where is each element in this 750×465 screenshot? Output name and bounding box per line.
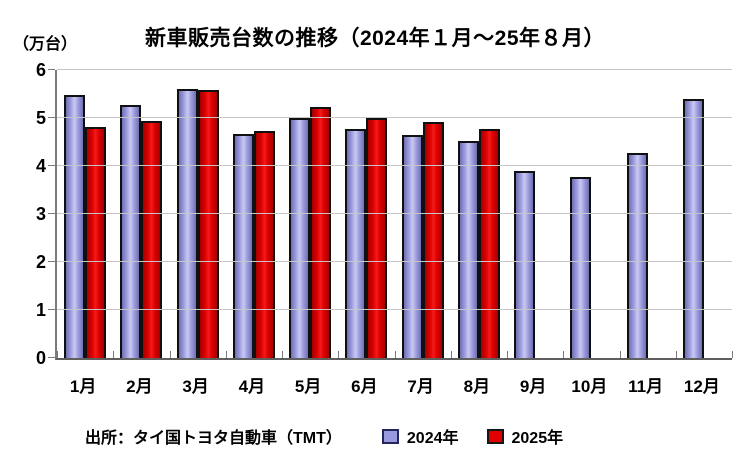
x-axis-tick <box>169 351 171 358</box>
chart-title: 新車販売台数の推移（2024年１月～25年８月） <box>144 27 606 50</box>
x-axis-label-1月: 1月 <box>69 377 97 396</box>
x-axis-tick <box>282 351 283 358</box>
x-axis-label-12月: 12月 <box>683 377 720 396</box>
bar-2025年-2月 <box>141 121 163 358</box>
bar-group-5月 <box>282 70 338 358</box>
x-axis-label-8月: 8月 <box>463 377 491 396</box>
bar-group-11月 <box>620 70 676 358</box>
x-axis-tick <box>619 351 621 358</box>
y-axis-tick <box>48 69 55 70</box>
y-axis: 0 1 2 3 4 5 6 <box>14 61 46 367</box>
bar-2024年-11月 <box>626 153 648 358</box>
y-axis-tick-label: 1 <box>35 300 46 320</box>
y-axis-tick-label: 2 <box>35 252 46 272</box>
bar-2024年-5月 <box>289 118 311 358</box>
bar-group-3月 <box>170 70 226 358</box>
y-axis-tick <box>48 213 55 214</box>
bar-2025年-6月 <box>366 117 388 358</box>
legend-swatch-2025-icon <box>486 428 504 444</box>
bar-2024年-3月 <box>176 88 198 358</box>
x-axis: 1月 2月 3月 4月 5月 6月 7月 8月 9月 10月 11月 12月 <box>55 372 730 397</box>
bar-2025年-4月 <box>253 131 275 358</box>
y-axis-tick <box>48 261 55 262</box>
gridline-4 <box>57 165 732 166</box>
x-axis-tick <box>113 351 115 358</box>
x-axis-label-7月: 7月 <box>407 377 434 396</box>
x-axis-tick <box>394 351 396 358</box>
bar-2025年-5月 <box>310 107 332 358</box>
bar-2024年-8月 <box>457 141 479 358</box>
gridline-1 <box>57 309 732 310</box>
x-axis-label-3月: 3月 <box>182 377 209 396</box>
gridline-5 <box>57 117 732 118</box>
bar-2024年-12月 <box>682 98 704 358</box>
bar-2024年-4月 <box>232 133 254 358</box>
legend-item-2024: 2024年 <box>381 424 459 448</box>
y-axis-tick <box>48 117 55 118</box>
bar-group-7月 <box>395 70 451 358</box>
bar-group-12月 <box>676 70 732 358</box>
x-axis-tick <box>57 351 58 358</box>
bar-group-6月 <box>338 70 394 358</box>
bar-2025年-8月 <box>478 129 500 358</box>
x-axis-tick <box>675 351 677 358</box>
y-axis-tick-label: 4 <box>35 156 46 176</box>
plot-area <box>48 69 733 360</box>
bar-2024年-7月 <box>401 135 423 358</box>
y-axis-tick-label: 0 <box>35 348 46 368</box>
x-axis-label-5月: 5月 <box>294 377 322 396</box>
x-axis-label-9月: 9月 <box>519 377 547 396</box>
bar-group-4月 <box>226 70 282 358</box>
x-axis-tick <box>732 351 733 358</box>
x-axis-label-10月: 10月 <box>571 377 608 396</box>
bar-2024年-10月 <box>570 177 592 358</box>
bar-group-9月 <box>507 70 563 358</box>
bar-group-10月 <box>563 70 619 358</box>
y-axis-tick <box>48 309 55 310</box>
legend-swatch-2024-icon <box>381 428 399 444</box>
x-axis-tick <box>563 351 565 358</box>
x-axis-label-6月: 6月 <box>351 377 378 396</box>
x-axis-label-2月: 2月 <box>126 377 153 396</box>
x-axis-tick <box>225 351 227 358</box>
y-axis-tick-label: 5 <box>35 108 46 128</box>
bar-2025年-3月 <box>197 90 219 358</box>
y-axis-tick-label: 3 <box>35 204 46 224</box>
x-axis-tick <box>450 351 452 358</box>
bar-group-8月 <box>451 70 507 358</box>
gridline-3 <box>57 213 732 214</box>
bar-group-1月 <box>57 70 113 358</box>
bar-2024年-6月 <box>345 129 367 358</box>
source-label: 出所：タイ国トヨタ自動車（TMT） <box>85 430 342 447</box>
y-axis-tick <box>48 357 55 358</box>
chart-footer: 出所：タイ国トヨタ自動車（TMT） 2024年 2025年 <box>85 424 563 448</box>
x-axis-tick <box>507 351 508 358</box>
bar-2025年-7月 <box>422 122 444 358</box>
x-axis-tick <box>338 351 340 358</box>
bar-2024年-2月 <box>120 104 142 358</box>
y-axis-tick <box>48 165 55 166</box>
legend-item-2025: 2025年 <box>486 424 564 448</box>
legend: 2024年 2025年 <box>381 424 564 448</box>
y-axis-unit-label: （万台） <box>13 36 78 53</box>
bar-2024年-9月 <box>514 170 536 358</box>
x-axis-label-4月: 4月 <box>238 377 266 396</box>
bar-2024年-1月 <box>64 94 86 358</box>
gridline-6 <box>57 69 732 70</box>
legend-label-2024: 2024年 <box>406 430 459 447</box>
y-axis-tick-label: 6 <box>35 60 46 80</box>
bar-groups <box>57 70 732 358</box>
gridline-2 <box>57 261 732 262</box>
legend-label-2025: 2025年 <box>511 430 564 447</box>
x-axis-label-11月: 11月 <box>628 377 664 396</box>
bar-group-2月 <box>113 70 169 358</box>
bar-2025年-1月 <box>85 127 107 358</box>
